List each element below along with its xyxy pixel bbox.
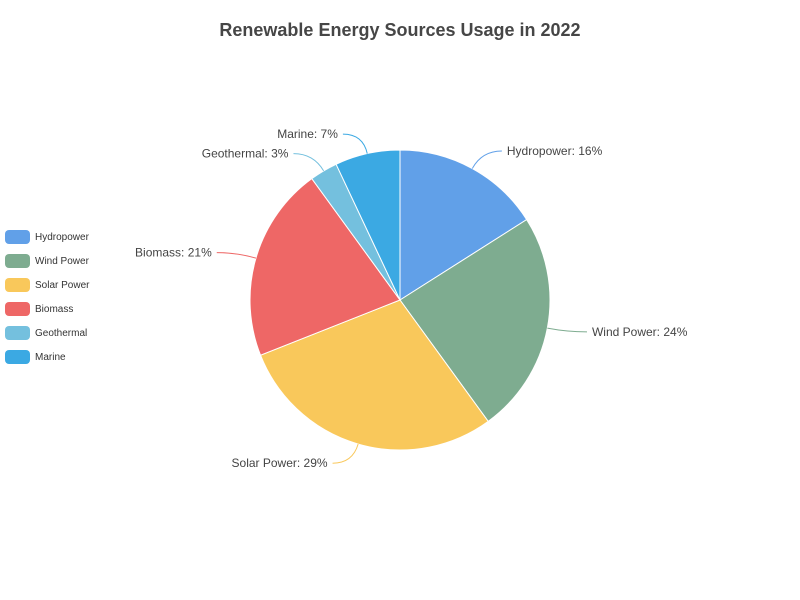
pie-label-wind-power: Wind Power: 24% <box>592 325 688 339</box>
leader-line-geothermal <box>293 153 325 172</box>
pie-slices <box>249 149 551 451</box>
legend-swatch-solar-power <box>5 278 30 292</box>
legend-label-wind-power: Wind Power <box>35 255 89 267</box>
legend-item-solar-power[interactable]: Solar Power <box>5 278 89 292</box>
leader-line-marine <box>342 133 368 154</box>
leader-line-biomass <box>216 252 257 259</box>
legend-item-hydropower[interactable]: Hydropower <box>5 230 89 244</box>
legend-swatch-wind-power <box>5 254 30 268</box>
pie-label-solar-power: Solar Power: 29% <box>232 456 328 470</box>
pie-slice-marine[interactable] <box>335 149 401 301</box>
legend-item-wind-power[interactable]: Wind Power <box>5 254 89 268</box>
pie-label-hydropower: Hydropower: 16% <box>507 144 603 158</box>
pie-label-marine: Marine: 7% <box>277 127 338 141</box>
legend-item-marine[interactable]: Marine <box>5 350 89 364</box>
legend-swatch-biomass <box>5 302 30 316</box>
legend-swatch-hydropower <box>5 230 30 244</box>
legend-label-marine: Marine <box>35 351 66 363</box>
legend-swatch-geothermal <box>5 326 30 340</box>
legend: Hydropower Wind Power Solar Power Biomas… <box>5 230 89 364</box>
legend-item-biomass[interactable]: Biomass <box>5 302 89 316</box>
legend-label-geothermal: Geothermal <box>35 327 88 339</box>
legend-item-geothermal[interactable]: Geothermal <box>5 326 89 340</box>
pie-slice-wind-power[interactable] <box>399 218 551 423</box>
pie-labels: Hydropower: 16% Wind Power: 24% Solar Powe… <box>135 127 688 470</box>
chart-title: Renewable Energy Sources Usage in 2022 <box>219 20 581 40</box>
leader-line-solar-power <box>332 443 359 464</box>
pie-slice-hydropower[interactable] <box>399 149 528 301</box>
legend-label-hydropower: Hydropower <box>35 231 89 243</box>
pie-label-biomass: Biomass: 21% <box>135 246 212 260</box>
leader-line-hydropower <box>471 150 502 169</box>
legend-swatch-marine <box>5 350 30 364</box>
pie-slice-solar-power[interactable] <box>259 299 489 451</box>
legend-label-solar-power: Solar Power <box>35 279 90 291</box>
leader-line-wind-power <box>547 327 587 333</box>
pie-label-geothermal: Geothermal: 3% <box>202 147 289 161</box>
pie-leader-lines <box>216 133 587 464</box>
legend-label-biomass: Biomass <box>35 303 74 315</box>
